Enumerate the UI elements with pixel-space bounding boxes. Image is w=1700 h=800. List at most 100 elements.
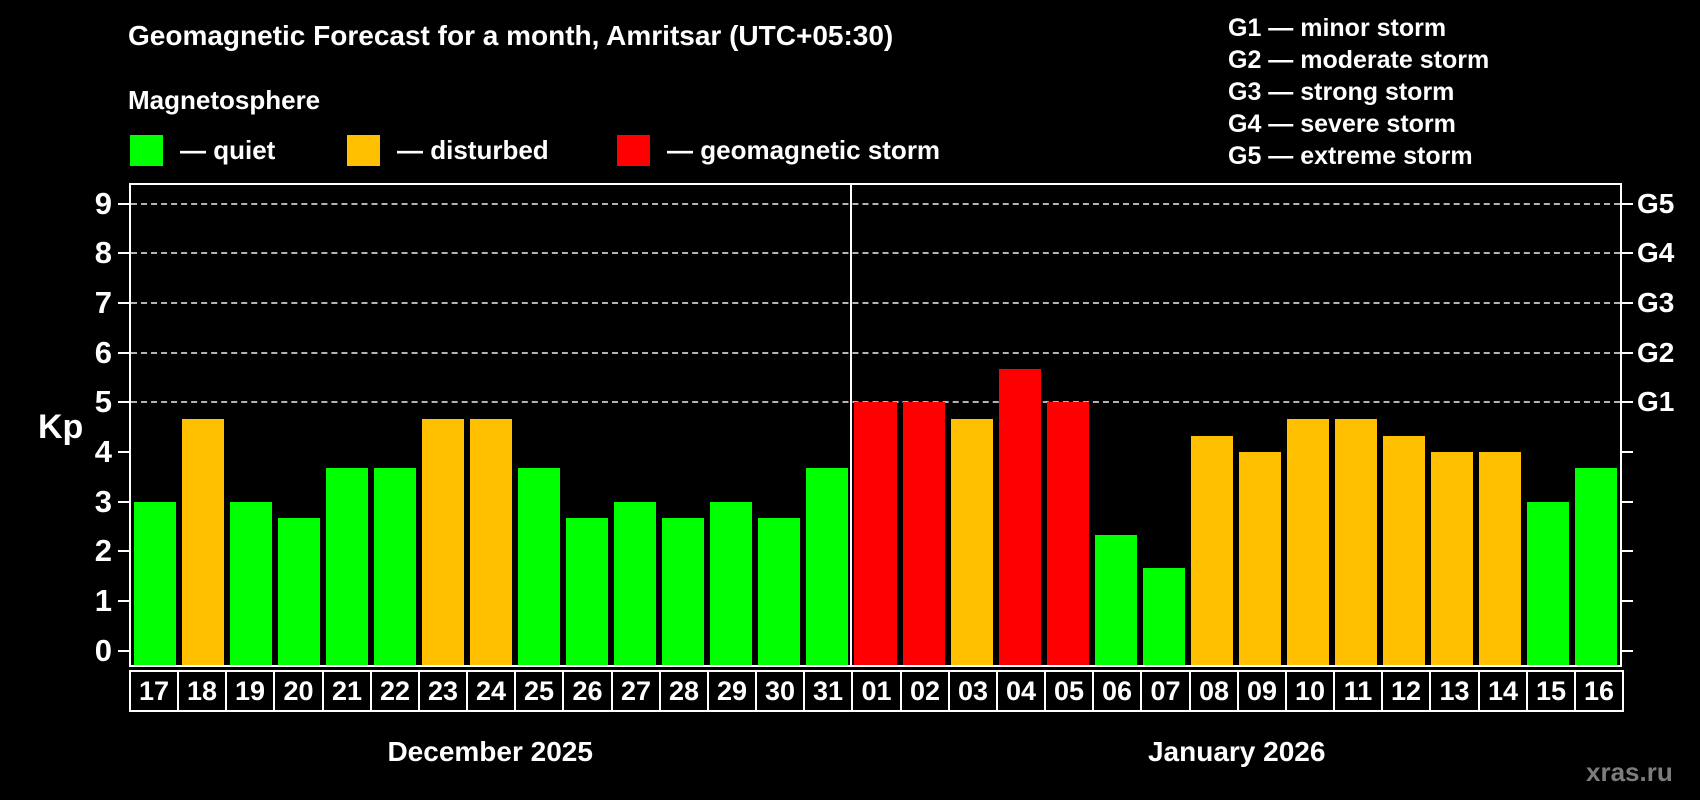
kp-bar-january-10 (1286, 418, 1329, 665)
gridline-kp5 (131, 401, 1620, 404)
kp-bar-january-13 (1430, 452, 1473, 665)
g-scale-axis-label-g5: G5 (1637, 187, 1675, 219)
day-label: 28 (659, 670, 709, 712)
month-label: December 2025 (387, 736, 593, 767)
plot-area (129, 183, 1622, 667)
kp-bar-january-15 (1526, 501, 1569, 665)
day-label: 17 (129, 670, 179, 712)
day-label: 31 (803, 670, 853, 712)
y-axis-tick-label: 9 (94, 185, 112, 221)
legend-swatch-storm (617, 135, 650, 166)
g-scale-axis-label-g3: G3 (1637, 287, 1675, 318)
day-label: 15 (1526, 670, 1576, 712)
y-axis-tick-right (1622, 500, 1633, 503)
day-label: 26 (562, 670, 613, 712)
legend-label-disturbed: — disturbed (397, 135, 549, 165)
day-label: 27 (611, 670, 661, 712)
kp-bar-december-29 (710, 501, 753, 665)
kp-bar-december-21 (326, 468, 369, 665)
day-label: 05 (1044, 670, 1094, 712)
kp-bar-january-02 (902, 402, 945, 665)
legend-label-quiet: — quiet (180, 135, 276, 165)
day-label: 23 (418, 670, 468, 712)
kp-bar-january-09 (1238, 452, 1281, 665)
kp-bar-december-22 (374, 468, 417, 665)
day-label: 29 (707, 670, 757, 712)
day-label: 16 (1574, 670, 1624, 712)
day-label: 09 (1237, 670, 1287, 712)
y-axis-tick-right (1622, 351, 1633, 354)
y-axis-tick-left (118, 252, 129, 255)
kp-bar-january-08 (1190, 435, 1233, 665)
y-axis-tick-left (118, 600, 129, 603)
day-label: 10 (1285, 670, 1335, 712)
y-axis-tick-left (118, 351, 129, 354)
y-axis-tick-right (1622, 202, 1633, 205)
chart-title: Geomagnetic Forecast for a month, Amrits… (128, 20, 894, 51)
g-scale-axis-label-g2: G2 (1637, 336, 1675, 368)
day-label: 06 (1092, 670, 1142, 712)
kp-bar-january-12 (1382, 435, 1425, 665)
y-axis-tick-right (1622, 401, 1633, 404)
kp-bar-december-23 (422, 418, 465, 665)
day-label: 14 (1478, 670, 1528, 712)
day-label: 12 (1381, 670, 1431, 712)
y-axis-tick-label: 6 (94, 334, 112, 370)
kp-bar-january-16 (1574, 468, 1617, 665)
gridline-kp6 (131, 351, 1620, 354)
day-label: 20 (273, 670, 324, 712)
day-label: 21 (322, 670, 372, 712)
kp-bar-december-19 (230, 501, 273, 665)
kp-bar-december-24 (470, 418, 513, 665)
y-axis-tick-right (1622, 451, 1633, 454)
kp-bar-january-14 (1478, 452, 1521, 665)
day-label: 08 (1189, 670, 1239, 712)
kp-bar-december-25 (518, 468, 561, 665)
month-label: January 2026 (1147, 736, 1326, 767)
legend-swatch-disturbed (347, 135, 380, 166)
kp-bar-january-11 (1334, 418, 1377, 665)
y-axis-tick-label: 1 (94, 583, 112, 619)
kp-bar-january-06 (1094, 534, 1137, 665)
day-label: 04 (996, 670, 1046, 712)
y-axis-tick-label: 8 (94, 235, 112, 271)
kp-bar-december-31 (806, 468, 849, 665)
day-label: 13 (1429, 670, 1480, 712)
y-axis-tick-left (118, 500, 129, 503)
kp-bar-december-28 (662, 518, 705, 665)
kp-bar-january-07 (1142, 567, 1185, 665)
y-axis-tick-label: 0 (94, 632, 112, 668)
day-label: 11 (1333, 670, 1383, 712)
kp-bar-december-27 (614, 501, 657, 665)
kp-bar-december-26 (566, 518, 609, 665)
day-label: 03 (948, 670, 998, 712)
y-axis-tick-right (1622, 649, 1633, 652)
kp-bar-december-18 (182, 418, 225, 665)
legend-swatch-quiet (130, 135, 163, 166)
kp-bar-january-04 (998, 369, 1041, 665)
day-label: 18 (177, 670, 227, 712)
watermark: xras.ru (1586, 757, 1673, 787)
day-label: 24 (466, 670, 516, 712)
y-axis-tick-left (118, 649, 129, 652)
kp-bar-january-05 (1046, 402, 1089, 665)
g-scale-legend: G1 — minor storm G2 — moderate storm G3 … (1228, 12, 1489, 172)
gridline-kp9 (131, 202, 1620, 205)
y-axis-tick-right (1622, 302, 1633, 304)
y-axis-tick-label: 3 (94, 483, 112, 519)
month-divider (850, 185, 853, 665)
day-label: 02 (900, 670, 950, 712)
g-scale-axis-label-g1: G1 (1637, 386, 1675, 418)
y-axis-tick-label: 5 (94, 384, 112, 420)
y-axis-tick-right (1622, 252, 1633, 255)
day-label: 25 (514, 670, 564, 712)
kp-bar-january-03 (950, 418, 993, 665)
y-axis-tick-left (118, 302, 129, 304)
day-label: 07 (1140, 670, 1191, 712)
day-label: 19 (225, 670, 275, 712)
y-axis-tick-left (118, 550, 129, 553)
y-axis-tick-right (1622, 600, 1633, 603)
g-scale-line-g3: G3 — strong storm (1228, 78, 1455, 106)
kp-bar-december-20 (278, 518, 321, 665)
